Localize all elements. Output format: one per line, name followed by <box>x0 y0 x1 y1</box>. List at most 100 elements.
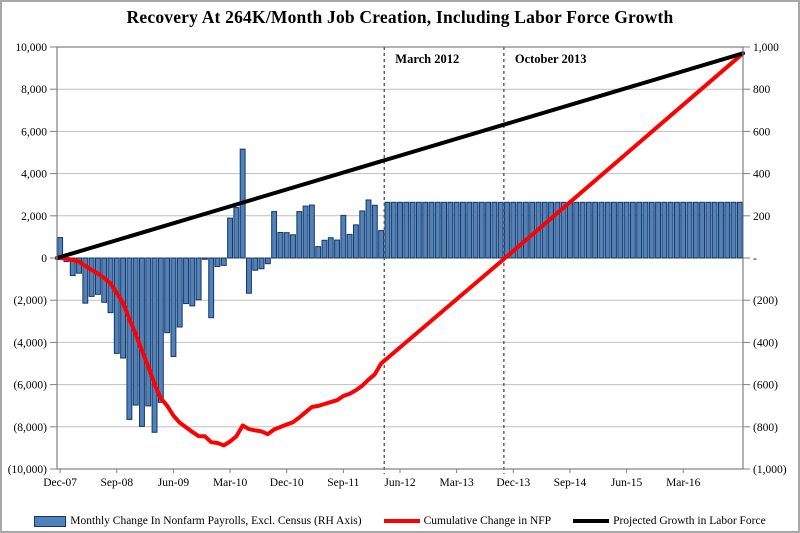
annotation-march-2012: March 2012 <box>395 52 460 66</box>
bar <box>554 201 561 259</box>
bar <box>277 231 284 259</box>
right-axis-label: (400) <box>753 337 778 349</box>
left-axis-label: 4,000 <box>21 169 47 181</box>
left-axis-label: (10,000) <box>8 464 47 476</box>
bar <box>334 239 341 259</box>
bar <box>378 230 385 259</box>
bar <box>176 257 183 328</box>
bar <box>566 201 573 259</box>
bar <box>699 201 706 259</box>
right-axis-label: 1,000 <box>753 42 779 54</box>
bar <box>623 201 630 259</box>
x-axis-label: Jun-15 <box>611 477 643 489</box>
bar <box>258 257 265 270</box>
bar <box>428 201 435 259</box>
bar <box>680 201 687 259</box>
legend-projection-label: Projected Growth in Labor Force <box>613 515 766 527</box>
bar <box>472 201 479 259</box>
bar <box>592 201 599 259</box>
bar <box>113 257 120 354</box>
x-axis-label: Mar-10 <box>213 477 248 489</box>
bar <box>516 201 523 259</box>
bar <box>434 201 441 259</box>
bar <box>189 257 196 307</box>
x-axis-label: Dec-07 <box>43 477 77 489</box>
legend-cumulative-label: Cumulative Change in NFP <box>423 515 552 527</box>
bar <box>308 204 315 259</box>
bar <box>195 257 202 301</box>
x-axis-label: Mar-13 <box>440 477 475 489</box>
bar <box>718 201 724 259</box>
right-axis-label: - <box>753 253 757 265</box>
bar <box>611 201 617 259</box>
legend-bar-label: Monthly Change In Nonfarm Payrolls, Excl… <box>70 515 362 527</box>
bar <box>233 207 240 259</box>
x-axis-label: Mar-16 <box>666 477 701 489</box>
bar-series-swatch <box>34 515 67 527</box>
bar <box>686 201 693 259</box>
left-axis-label: 8,000 <box>21 84 47 96</box>
right-axis-label: (600) <box>753 380 778 392</box>
bar <box>447 201 454 259</box>
bar <box>730 201 737 259</box>
bar <box>346 233 353 259</box>
bar <box>384 201 391 259</box>
bar <box>183 257 189 305</box>
bar <box>736 201 743 259</box>
bar <box>560 201 567 259</box>
bar <box>246 257 252 294</box>
bar <box>491 201 498 259</box>
bar <box>315 246 322 259</box>
bar <box>88 257 95 297</box>
bar <box>327 237 334 259</box>
black-line-swatch <box>573 519 610 523</box>
right-axis-label: 200 <box>753 211 771 223</box>
bar <box>290 234 296 259</box>
bar <box>510 201 517 259</box>
x-axis-label: Dec-13 <box>496 477 530 489</box>
left-axis-label: (6,000) <box>13 380 47 392</box>
bar <box>478 201 485 259</box>
bar <box>541 201 548 259</box>
bar <box>220 257 227 266</box>
right-axis-label: (1,000) <box>753 464 787 476</box>
bar <box>145 257 152 407</box>
cumulative-nfp-line <box>55 51 745 448</box>
bar <box>422 201 429 259</box>
bar <box>642 201 649 259</box>
bar <box>264 257 271 265</box>
bar <box>69 257 76 277</box>
left-axis-label: 6,000 <box>21 126 47 138</box>
left-axis-label: 2,000 <box>21 211 47 223</box>
bar <box>485 201 492 259</box>
bar <box>504 201 510 259</box>
bar <box>711 201 718 259</box>
right-axis-label: 600 <box>753 126 771 138</box>
bar <box>214 257 221 267</box>
bar <box>598 201 605 259</box>
x-axis-label: Jun-12 <box>384 477 416 489</box>
bar <box>283 232 290 259</box>
bar <box>403 201 410 259</box>
x-axis-label: Jun-09 <box>158 477 190 489</box>
bar <box>529 201 536 259</box>
bar <box>252 257 259 271</box>
left-axis-label: (4,000) <box>13 337 47 349</box>
left-axis-label: (8,000) <box>13 422 47 434</box>
bar <box>208 257 215 319</box>
red-line-swatch <box>383 519 420 523</box>
legend-item-projection: Projected Growth in Labor Force <box>573 515 766 527</box>
bar <box>441 201 447 259</box>
bar <box>164 257 171 334</box>
bar <box>466 201 473 259</box>
x-axis-label: Dec-10 <box>270 477 304 489</box>
bar <box>453 201 460 259</box>
bar <box>604 201 611 259</box>
bar <box>705 201 712 259</box>
bar <box>648 201 655 259</box>
bar <box>409 201 416 259</box>
right-axis-label: (800) <box>753 422 778 434</box>
left-axis-label: 0 <box>41 253 47 265</box>
legend-item-bars: Monthly Change In Nonfarm Payrolls, Excl… <box>34 515 362 527</box>
